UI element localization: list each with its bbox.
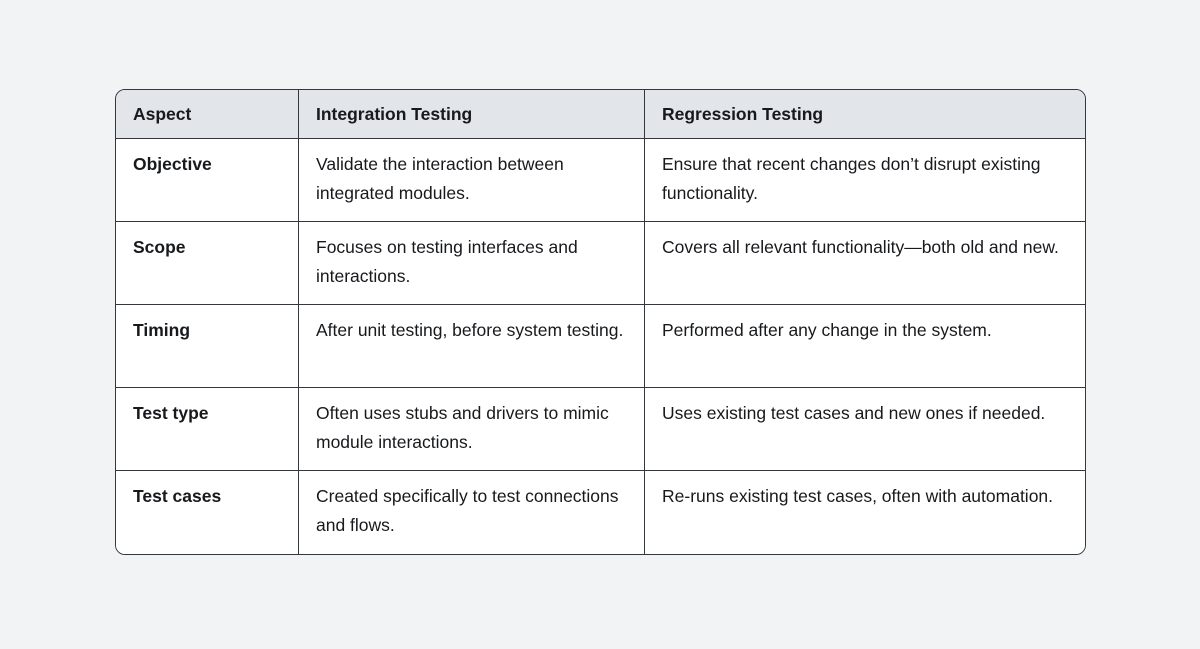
column-header-aspect: Aspect: [116, 90, 298, 139]
table-row: Test cases Created specifically to test …: [116, 471, 1085, 554]
cell-regression: Re-runs existing test cases, often with …: [644, 471, 1085, 554]
column-header-regression-testing: Regression Testing: [644, 90, 1085, 139]
cell-integration: After unit testing, before system testin…: [298, 305, 644, 388]
cell-aspect: Scope: [116, 222, 298, 305]
column-header-integration-testing: Integration Testing: [298, 90, 644, 139]
cell-aspect: Objective: [116, 139, 298, 222]
cell-regression: Ensure that recent changes don’t disrupt…: [644, 139, 1085, 222]
cell-aspect: Test cases: [116, 471, 298, 554]
cell-aspect: Timing: [116, 305, 298, 388]
header-row: Aspect Integration Testing Regression Te…: [116, 90, 1085, 139]
cell-integration: Validate the interaction between integra…: [298, 139, 644, 222]
cell-regression: Uses existing test cases and new ones if…: [644, 388, 1085, 471]
table-row: Test type Often uses stubs and drivers t…: [116, 388, 1085, 471]
cell-integration: Created specifically to test connections…: [298, 471, 644, 554]
table-row: Timing After unit testing, before system…: [116, 305, 1085, 388]
comparison-table: Aspect Integration Testing Regression Te…: [116, 90, 1085, 554]
cell-regression: Performed after any change in the system…: [644, 305, 1085, 388]
comparison-table-card: Aspect Integration Testing Regression Te…: [115, 89, 1086, 555]
table-row: Scope Focuses on testing interfaces and …: [116, 222, 1085, 305]
table-row: Objective Validate the interaction betwe…: [116, 139, 1085, 222]
cell-aspect: Test type: [116, 388, 298, 471]
cell-integration: Focuses on testing interfaces and intera…: [298, 222, 644, 305]
cell-integration: Often uses stubs and drivers to mimic mo…: [298, 388, 644, 471]
cell-regression: Covers all relevant functionality—both o…: [644, 222, 1085, 305]
